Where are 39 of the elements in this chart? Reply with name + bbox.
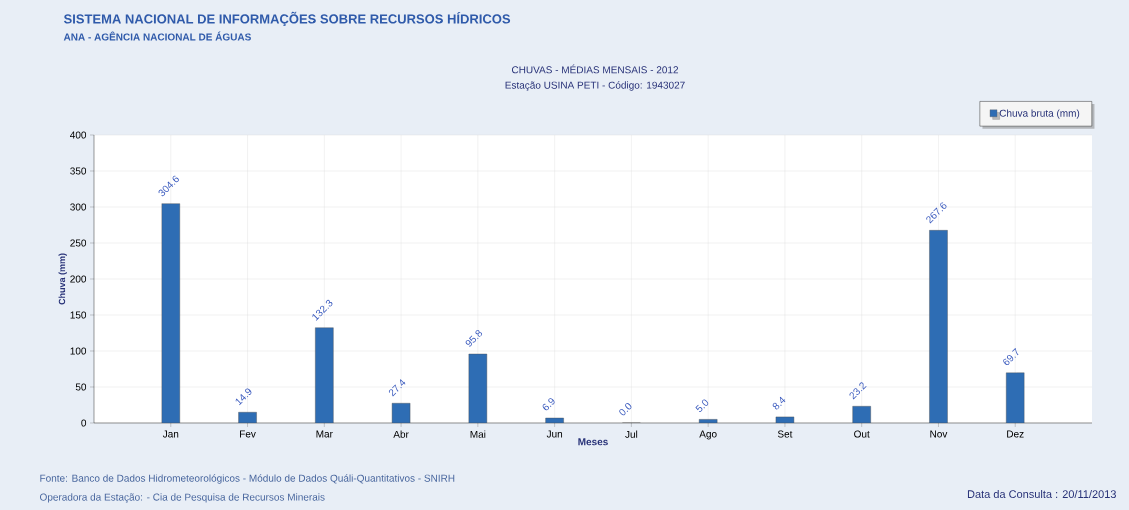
data-label: 8.4 bbox=[772, 396, 786, 410]
y-tick-label: 50 bbox=[75, 383, 87, 391]
data-label: 69.7 bbox=[1003, 348, 1019, 366]
x-tick-label: Out bbox=[854, 430, 870, 438]
text: Operadora da Estação: - Cia de Pesquisa de Recursos Minerais bbox=[40, 493, 325, 503]
x-tick-label: Jun bbox=[546, 430, 563, 438]
x-tick-label: Dez bbox=[1007, 430, 1024, 438]
x-tick-label: Fev bbox=[240, 430, 256, 438]
legend-label: Chuva bruta (mm) bbox=[999, 109, 1080, 119]
data-label: 95.8 bbox=[465, 330, 483, 347]
y-tick-label: 300 bbox=[70, 203, 87, 211]
y-tick-label: 150 bbox=[70, 311, 87, 319]
x-tick-label: Set bbox=[777, 430, 793, 438]
data-label: 27.4 bbox=[388, 379, 406, 397]
data-label: 14.9 bbox=[235, 388, 252, 406]
x-tick-label: Ago bbox=[699, 430, 717, 440]
source-note: Fonte: Banco de Dados Hidrometeorológicos - Módulo de Dados Quáli-Quantitativos - SNIRH bbox=[40, 474, 455, 484]
text: SISTEMA NACIONAL DE INFORMAÇÕES SOBRE RECURSOS HÍDRICOS bbox=[63, 11, 511, 27]
y-tick-label: 200 bbox=[70, 275, 87, 283]
x-tick-label: Nov bbox=[930, 430, 948, 438]
data-label: 5.0 bbox=[695, 399, 709, 412]
text: Data da Consulta : 20/11/2013 bbox=[967, 489, 1116, 499]
x-tick-label: Mai bbox=[470, 430, 486, 438]
y-tick-label: 350 bbox=[70, 167, 87, 175]
chart-title: CHUVAS - MÉDIAS MENSAIS - 2012 bbox=[511, 64, 679, 74]
x-tick-label: Jan bbox=[162, 430, 179, 438]
x-tick-label: Jul bbox=[625, 430, 638, 438]
x-tick-label: Abr bbox=[393, 430, 409, 438]
y-tick-label: 0 bbox=[81, 419, 87, 427]
data-label: 0.0 bbox=[619, 403, 632, 416]
y-tick-label: 250 bbox=[70, 239, 87, 247]
y-tick-label: 400 bbox=[70, 131, 87, 139]
chart-subtitle: Estação USINA PETI - Código: 1943027 bbox=[505, 81, 685, 91]
y-tick-label: 100 bbox=[70, 347, 87, 355]
text: ANA - AGÊNCIA NACIONAL DE ÁGUAS bbox=[63, 31, 251, 41]
x-axis-title: Meses bbox=[578, 438, 608, 446]
y-axis-title: Chuva (mm) bbox=[58, 253, 67, 305]
data-label: 6.9 bbox=[542, 398, 555, 411]
x-tick-label: Mar bbox=[316, 430, 333, 438]
